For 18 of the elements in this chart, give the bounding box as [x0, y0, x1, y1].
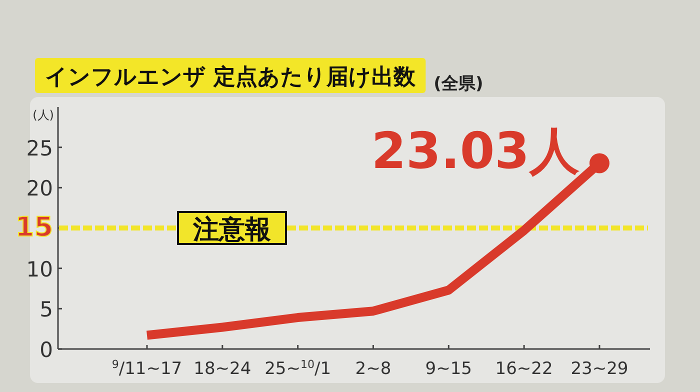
x-tick-label: 2~8: [355, 359, 392, 379]
chart-title: インフルエンザ 定点あたり届け出数: [45, 64, 417, 90]
chart-subtitle: (全県): [434, 74, 484, 94]
x-tick-label: $^{9}$/11~17: [112, 358, 182, 379]
x-tick-label: 9~15: [425, 359, 472, 379]
ref-line-label: 注意報: [192, 215, 271, 245]
x-tick-label: 25~$^{10}$/1: [264, 358, 332, 379]
y-tick-label: 20: [26, 176, 53, 201]
y-tick-label: 25: [26, 136, 53, 160]
y-tick-label: 0: [40, 338, 53, 362]
x-tick-label: 23~29: [570, 359, 628, 379]
annotation: 23.03人: [371, 122, 580, 180]
x-tick-label: 16~22: [495, 359, 553, 379]
y-tick-label: 10: [26, 257, 53, 282]
y-tick-label: 5: [40, 298, 53, 322]
y-axis-title: (人): [32, 108, 54, 122]
y-tick-label: 15: [15, 212, 53, 243]
x-tick-label: 18~24: [194, 359, 252, 379]
